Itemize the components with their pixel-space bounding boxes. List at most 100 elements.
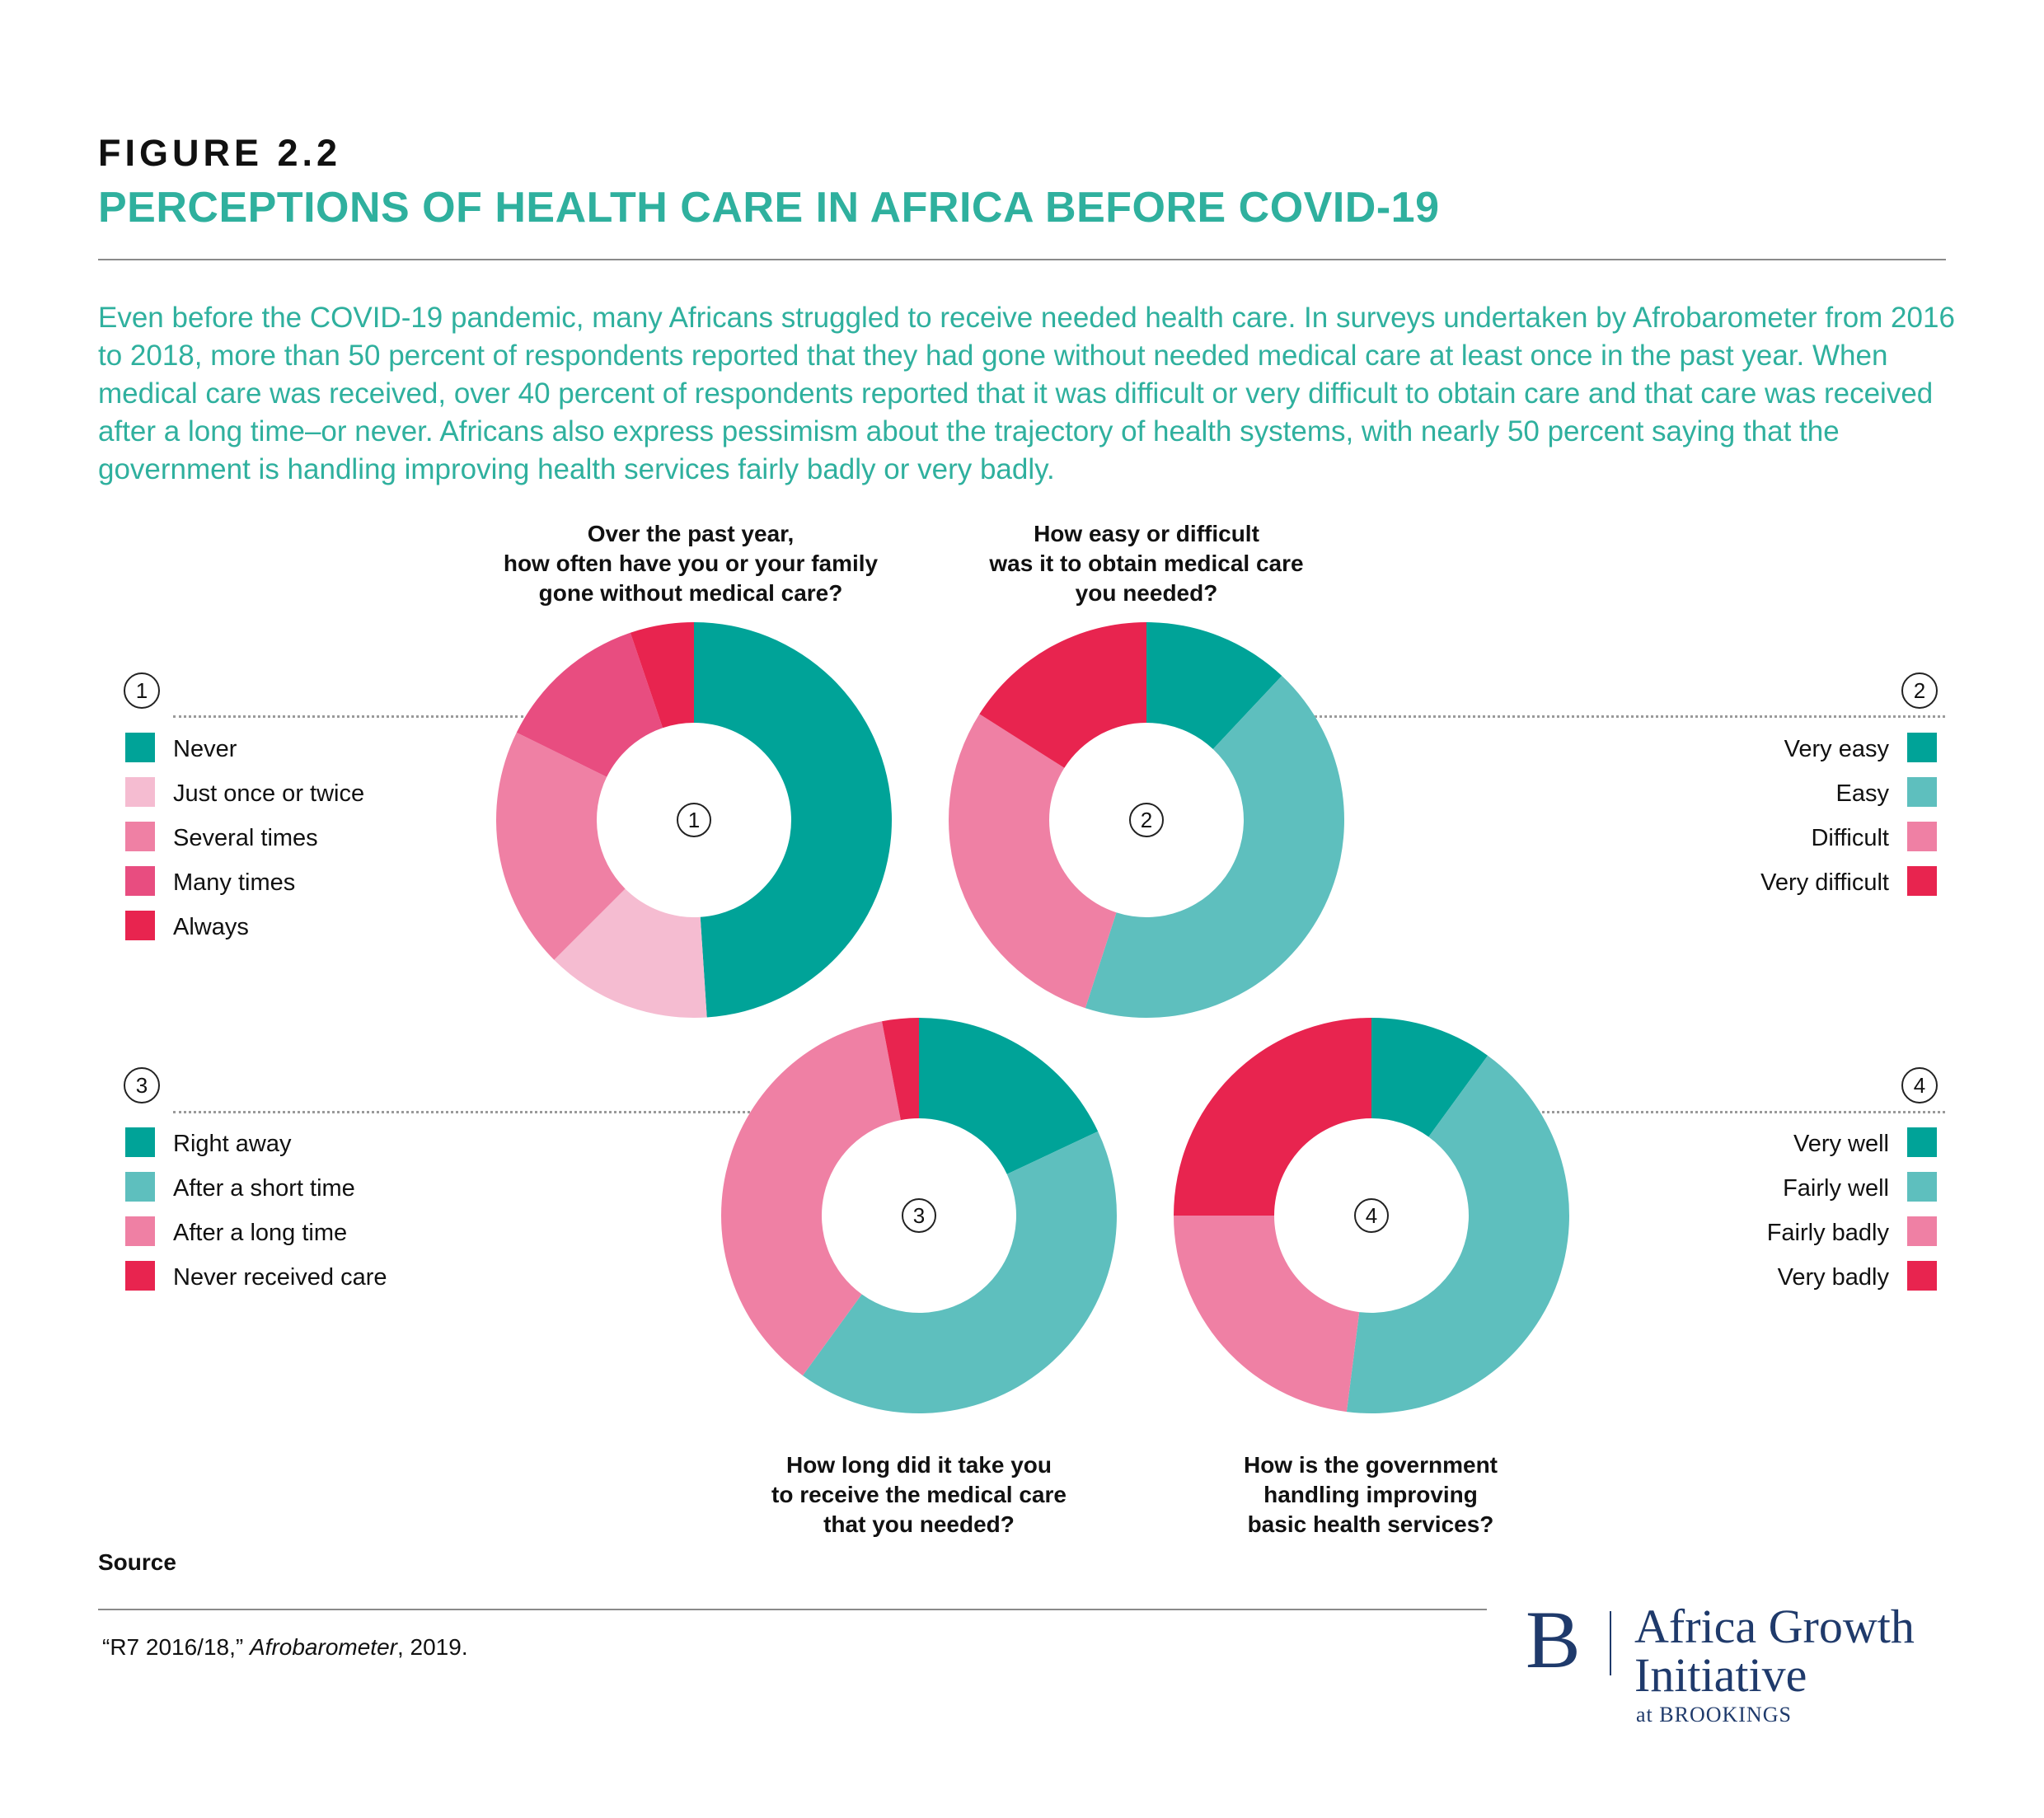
legend-label: Never	[173, 736, 237, 762]
logo-text-line-1: Africa Growth	[1634, 1600, 1915, 1653]
legend-label: Very badly	[1777, 1264, 1889, 1291]
figure-title: PERCEPTIONS OF HEALTH CARE IN AFRICA BEF…	[98, 184, 1440, 232]
legend-item: Always	[125, 911, 455, 955]
legend-label: Difficult	[1811, 825, 1889, 851]
donut-3-slice-1	[919, 1018, 1099, 1174]
donut-2-slice-3	[949, 714, 1117, 1009]
legend-label: Always	[173, 914, 249, 940]
legend-label: Very well	[1793, 1131, 1889, 1157]
brookings-logo-mark: B	[1526, 1594, 1581, 1685]
legend-2: Very easy Easy Difficult Very difficult	[1607, 733, 1937, 911]
question-1: Over the past year, how often have you o…	[460, 519, 921, 608]
donut-2-center-number: 2	[1141, 808, 1152, 832]
legend-1-number: 1	[124, 672, 160, 709]
legend-4: Very well Fairly well Fairly badly Very …	[1607, 1127, 1937, 1305]
legend-swatch	[125, 1127, 155, 1157]
donut-1-slice-2	[554, 888, 707, 1018]
legend-swatch	[1907, 777, 1937, 807]
legend-item: Never	[125, 733, 455, 777]
donut-1-center-number: 1	[688, 808, 700, 832]
legend-swatch	[1907, 733, 1937, 762]
question-1-line-2: how often have you or your family	[503, 551, 879, 576]
logo-divider	[1610, 1611, 1611, 1675]
donut-3-slice-3	[720, 1021, 901, 1376]
bottom-divider	[98, 1609, 1487, 1610]
question-1-line-3: gone without medical care?	[538, 580, 843, 606]
legend-swatch	[1907, 1261, 1937, 1291]
donut-1-slice-5	[630, 622, 694, 729]
legend-swatch	[1907, 1216, 1937, 1246]
source-quote: “R7 2016/18,”	[102, 1634, 250, 1660]
legend-2-number: 2	[1901, 672, 1938, 709]
donut-1-center-ring	[677, 803, 711, 837]
legend-3-number: 3	[124, 1067, 160, 1103]
legend-1-dotted-line	[173, 715, 523, 718]
legend-item: Never received care	[125, 1261, 455, 1305]
question-2-line-1: How easy or difficult	[1034, 521, 1259, 546]
question-4-line-3: basic health services?	[1247, 1511, 1494, 1537]
donut-4-slice-3	[1174, 1216, 1360, 1413]
legend-swatch	[125, 822, 155, 851]
question-3-line-2: to receive the medical care	[771, 1482, 1067, 1507]
figure-label: FIGURE 2.2	[98, 132, 342, 174]
legend-swatch	[125, 911, 155, 940]
donut-4-center-number: 4	[1366, 1203, 1377, 1228]
legend-3-dotted-line	[173, 1111, 750, 1113]
legend-item: Very well	[1607, 1127, 1937, 1172]
donut-4-slice-1	[1371, 1018, 1488, 1137]
legend-4-number: 4	[1901, 1067, 1938, 1103]
logo-text-line-3: at BROOKINGS	[1636, 1703, 1792, 1727]
legend-label: After a short time	[173, 1175, 355, 1202]
donut-2-slice-2	[1085, 676, 1344, 1018]
legend-swatch	[1907, 822, 1937, 851]
legend-item: Several times	[125, 822, 455, 866]
legend-label: Very easy	[1784, 736, 1889, 762]
top-divider	[98, 259, 1946, 260]
donut-4-slice-4	[1174, 1018, 1371, 1216]
legend-3: Right away After a short time After a lo…	[125, 1127, 455, 1305]
legend-item: Just once or twice	[125, 777, 455, 822]
question-2: How easy or difficult was it to obtain m…	[916, 519, 1377, 608]
donut-4-center-ring	[1354, 1198, 1389, 1233]
source-publication: Afrobarometer	[250, 1634, 397, 1660]
legend-item: Fairly badly	[1607, 1216, 1937, 1261]
source-year: , 2019.	[396, 1634, 468, 1660]
legend-2-dotted-line	[1310, 715, 1945, 718]
legend-label: Fairly badly	[1766, 1220, 1889, 1246]
donut-1-slice-1	[694, 622, 893, 1018]
legend-label: Several times	[173, 825, 318, 851]
donut-4-slice-2	[1346, 1055, 1570, 1413]
legend-item: Right away	[125, 1127, 455, 1172]
legend-item: Fairly well	[1607, 1172, 1937, 1216]
legend-1: Never Just once or twice Several times M…	[125, 733, 455, 955]
question-3-line-3: that you needed?	[823, 1511, 1015, 1537]
intro-paragraph: Even before the COVID-19 pandemic, many …	[98, 302, 1955, 485]
donut-3-center-ring	[902, 1198, 936, 1233]
legend-swatch	[125, 1216, 155, 1246]
legend-item: Many times	[125, 866, 455, 911]
legend-swatch	[1907, 1172, 1937, 1202]
legend-label: Many times	[173, 869, 296, 896]
donut-3-center-number: 3	[913, 1203, 925, 1228]
legend-item: Very badly	[1607, 1261, 1937, 1305]
legend-label: Right away	[173, 1131, 292, 1157]
question-4-line-2: handling improving	[1263, 1482, 1478, 1507]
legend-item: Easy	[1607, 777, 1937, 822]
legend-swatch	[125, 733, 155, 762]
legend-label: After a long time	[173, 1220, 348, 1246]
donut-3-slice-4	[882, 1017, 919, 1121]
donut-3-slice-2	[802, 1131, 1117, 1414]
question-4-line-1: How is the government	[1243, 1452, 1498, 1478]
source-citation: “R7 2016/18,” Afrobarometer, 2019.	[102, 1634, 468, 1661]
legend-swatch	[1907, 1127, 1937, 1157]
question-2-line-3: you needed?	[1075, 580, 1218, 606]
donut-2-center-ring	[1129, 803, 1164, 837]
question-1-line-1: Over the past year,	[587, 521, 795, 546]
legend-4-dotted-line	[1533, 1111, 1945, 1113]
legend-item: Very difficult	[1607, 866, 1937, 911]
legend-item: After a long time	[125, 1216, 455, 1261]
legend-label: Easy	[1835, 780, 1889, 807]
question-3: How long did it take you to receive the …	[688, 1450, 1150, 1539]
legend-label: Fairly well	[1783, 1175, 1889, 1202]
